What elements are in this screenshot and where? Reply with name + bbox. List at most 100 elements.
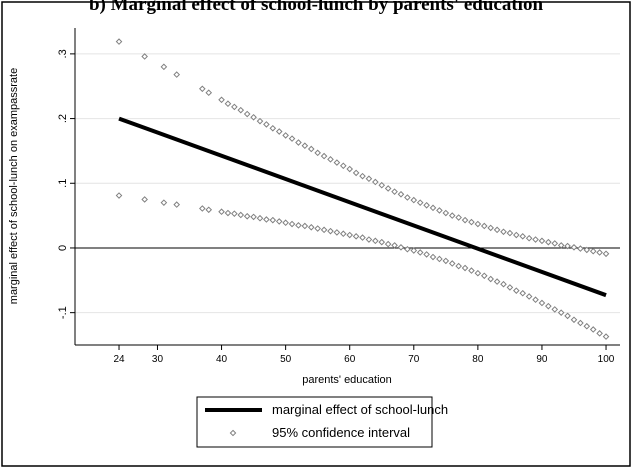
ci-marker (532, 236, 539, 243)
ci-marker (378, 181, 386, 189)
ci-marker (237, 106, 245, 114)
ci-marker (448, 212, 456, 219)
ci-marker (327, 156, 334, 163)
ci-marker (359, 172, 366, 180)
ci-marker (250, 213, 257, 221)
ci-marker (295, 222, 302, 229)
ci-marker (173, 201, 181, 208)
ci-marker (288, 220, 296, 228)
ci-marker (397, 244, 405, 251)
ci-marker (250, 113, 257, 121)
ci-marker (269, 124, 277, 132)
ci-marker (243, 110, 251, 118)
ci-marker (455, 262, 462, 270)
ci-marker (442, 209, 450, 217)
ci-marker (461, 264, 469, 272)
ci-marker (327, 227, 334, 235)
ci-marker (384, 240, 392, 248)
ci-marker (532, 296, 539, 304)
ci-marker (429, 253, 437, 261)
ci-marker (339, 230, 347, 238)
ci-marker (378, 238, 386, 246)
ci-marker (487, 275, 494, 283)
ci-marker (199, 85, 206, 93)
ci-marker (500, 228, 507, 236)
ci-marker (538, 299, 546, 307)
x-tick-label: 90 (536, 354, 548, 365)
ci-marker (474, 220, 482, 228)
ci-marker (314, 149, 321, 157)
ci-marker (173, 71, 181, 78)
ci-marker (519, 233, 527, 240)
ci-marker (480, 272, 488, 280)
ci-marker (468, 267, 475, 274)
x-tick-label: 100 (598, 354, 615, 365)
ci-marker (423, 201, 430, 209)
ci-marker (160, 63, 168, 71)
ci-marker (199, 205, 206, 212)
ci-marker (410, 247, 418, 254)
ci-marker (551, 240, 559, 247)
ci-marker (410, 196, 418, 204)
legend-swatch (229, 429, 237, 437)
ci-marker (538, 237, 546, 245)
ci-marker (436, 207, 443, 214)
ci-marker (416, 249, 424, 256)
ci-marker (564, 242, 571, 250)
x-tick-label: 24 (113, 354, 125, 365)
ci-marker (237, 211, 245, 219)
ci-marker (513, 287, 520, 294)
y-tick-label: .3 (57, 49, 69, 58)
ci-marker (301, 142, 309, 150)
ci-marker (391, 242, 398, 249)
ci-marker (359, 234, 366, 241)
x-axis-title: parents' education (302, 374, 392, 386)
ci-marker (218, 96, 225, 104)
ci-marker (224, 209, 232, 217)
ci-marker (596, 330, 603, 337)
ci-marker (282, 219, 289, 227)
ci-marker (346, 231, 354, 239)
y-tick-label: 0 (57, 245, 69, 251)
ci-marker (301, 222, 309, 230)
x-tick-label: 50 (280, 354, 292, 365)
ci-marker (577, 245, 584, 252)
ci-marker (218, 208, 225, 216)
ci-marker (333, 159, 341, 166)
ci-marker (372, 178, 379, 186)
ci-marker (513, 231, 520, 239)
ci-marker (160, 199, 168, 206)
ci-marker (583, 246, 591, 254)
ci-marker (551, 306, 559, 313)
ci-marker (429, 204, 437, 212)
ci-marker (256, 117, 264, 125)
ci-marker (404, 194, 411, 201)
ci-marker (525, 234, 533, 242)
ci-marker (307, 223, 315, 231)
ci-marker (506, 284, 514, 291)
ci-marker (570, 316, 578, 324)
ci-marker (141, 196, 148, 203)
ci-marker (275, 128, 283, 135)
ci-marker (468, 218, 475, 226)
ci-marker (570, 244, 578, 251)
ci-marker (589, 326, 597, 333)
ci-marker (243, 212, 251, 220)
y-tick-label: .1 (57, 179, 69, 188)
ci-marker (231, 103, 238, 111)
ci-marker (602, 333, 610, 340)
x-tick-label: 60 (344, 354, 356, 365)
ci-marker (282, 132, 289, 139)
ci-marker (461, 216, 469, 224)
ci-marker (314, 225, 321, 232)
y-tick-label: -.1 (57, 306, 69, 319)
ci-marker (263, 216, 270, 223)
ci-marker (448, 260, 456, 267)
ci-marker (339, 162, 347, 170)
ci-marker (205, 89, 213, 97)
ci-marker (455, 214, 462, 221)
ci-marker (519, 289, 527, 297)
